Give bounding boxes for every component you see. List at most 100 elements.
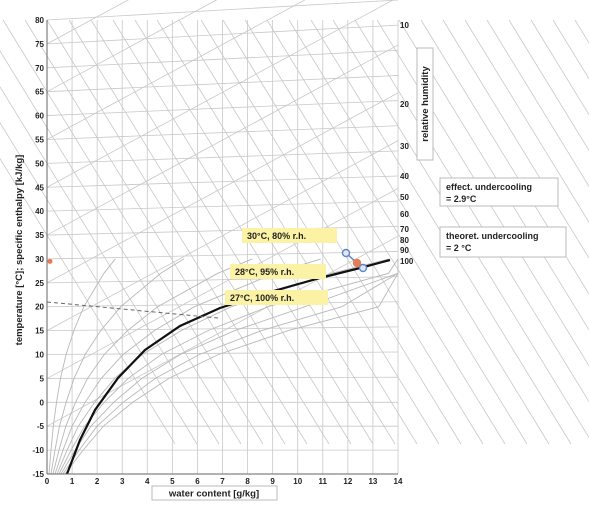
y-tick-label: 60: [35, 112, 44, 121]
x-tick-label: 14: [394, 477, 403, 486]
grid-isotherm-line: [46, 251, 399, 260]
rh-tick-label: 100: [400, 257, 414, 266]
x-tick-label: 4: [145, 477, 150, 486]
grid-diagonal-line: [46, 0, 129, 45]
point-label-2: 28°C, 95% r.h.: [230, 264, 326, 279]
svg-text:effect. undercooling: effect. undercooling: [446, 182, 532, 192]
x-tick-label: 3: [120, 477, 125, 486]
y-tick-label: -15: [32, 470, 44, 479]
grid-enthalpy-line: [574, 19, 589, 44]
rh-curve: [48, 258, 116, 475]
grid-enthalpy-line: [0, 86, 220, 445]
rh-tick-label: 20: [400, 100, 409, 109]
x-tick-label: 13: [368, 477, 377, 486]
x-tick-label: 7: [220, 477, 225, 486]
rh-curve: [56, 258, 390, 475]
x-tick-label: 12: [343, 477, 352, 486]
grid-diagonal-line: [46, 0, 306, 140]
y-tick-label: 30: [35, 255, 44, 264]
state-point: [341, 248, 351, 258]
rh-curve: [52, 258, 253, 475]
grid-enthalpy-line: [222, 19, 484, 445]
grid-isotherm-line: [46, 75, 399, 93]
y-tick-label: 50: [35, 159, 44, 168]
rh-curve: [64, 258, 399, 475]
grid-enthalpy-line: [24, 19, 286, 445]
x-tick-label: 2: [95, 477, 100, 486]
rh-curve: [58, 258, 399, 475]
svg-text:theoret. undercooling: theoret. undercooling: [446, 231, 539, 241]
effect-undercooling-note: effect. undercooling = 2.9°C: [439, 177, 559, 207]
grid-enthalpy-line: [46, 19, 308, 445]
grid-diagonal-line: [46, 0, 218, 93]
state-points: [341, 248, 368, 273]
theoret-undercooling-note: theoret. undercooling = 2 °C: [439, 226, 567, 258]
rh-curve: [50, 258, 185, 475]
rh-tick-label: 40: [400, 172, 409, 181]
y-tick-label: 25: [35, 279, 44, 288]
y-tick-label: 5: [40, 374, 45, 383]
rh-axis-title-box: [416, 47, 434, 161]
grid-diagonal-line: [46, 188, 399, 379]
grid-enthalpy-line: [266, 19, 528, 445]
grid-isotherm-line: [46, 175, 399, 188]
reference-dashed-line: [46, 301, 219, 319]
grid-enthalpy-line: [0, 157, 176, 445]
grid-enthalpy-line: [442, 19, 589, 259]
grid-enthalpy-line: [464, 19, 589, 223]
x-tick-label: 8: [245, 477, 250, 486]
point-label-3: 27°C, 100% r.h.: [225, 290, 328, 305]
svg-text:27°C, 100% r.h.: 27°C, 100% r.h.: [230, 293, 294, 303]
rh-tick-label: 30: [400, 142, 409, 151]
grid-isotherm-line: [46, 150, 399, 164]
grid-enthalpy-line: [530, 19, 589, 116]
x-axis-title-box: [151, 485, 278, 501]
rh-tick-label: 80: [400, 236, 409, 245]
grid-enthalpy-line: [68, 19, 330, 445]
grid-enthalpy-line: [0, 50, 242, 445]
svg-text:28°C, 95% r.h.: 28°C, 95% r.h.: [235, 267, 294, 277]
grid-enthalpy-line: [486, 19, 589, 188]
y-tick-label: 70: [35, 64, 44, 73]
x-axis-title: water content [g/kg]: [168, 489, 259, 500]
x-tick-label: 11: [319, 477, 328, 486]
rh-tick-label: 70: [400, 225, 409, 234]
rh-curve: [62, 258, 399, 475]
grid-isotherm-line: [46, 24, 399, 45]
rh-tick-label: 50: [400, 193, 409, 202]
chart-grid: [46, 0, 399, 475]
x-tick-label: 1: [70, 477, 75, 486]
x-tick-label: 6: [195, 477, 200, 486]
x-tick-label: 9: [270, 477, 275, 486]
grid-diagonal-line: [46, 92, 399, 284]
svg-text:= 2 °C: = 2 °C: [446, 243, 472, 253]
rh-tick-label: 60: [400, 210, 409, 219]
y-tick-label: 75: [35, 40, 44, 49]
grid-enthalpy-line: [90, 19, 352, 445]
grid-isotherm-line: [46, 225, 399, 236]
grid-diagonal-line: [46, 44, 399, 236]
rh-tick-label: 10: [400, 21, 409, 30]
state-point: [358, 263, 368, 273]
y-tick-label: 15: [35, 327, 44, 336]
y-tick-label: -5: [37, 422, 45, 431]
y-tick-label: -10: [32, 446, 44, 455]
y-axis-title: temperature [°C]; specific enthalpy [kJ/…: [14, 155, 25, 346]
saturation-curve: [65, 258, 391, 475]
y-tick-label: 40: [35, 207, 44, 216]
y-tick-label: 45: [35, 183, 44, 192]
grid-enthalpy-line: [2, 19, 264, 445]
x-tick-label: 0: [45, 477, 50, 486]
grid-isotherm-line: [46, 276, 399, 284]
grid-enthalpy-line: [0, 121, 198, 445]
y-tick-label: 65: [35, 88, 44, 97]
y-tick-label: 10: [35, 351, 44, 360]
svg-text:= 2.9°C: = 2.9°C: [446, 194, 477, 204]
grid-enthalpy-line: [508, 19, 589, 152]
left-temperature-marker: [47, 258, 53, 264]
rh-tick-label: 90: [400, 246, 409, 255]
grid-isotherm-line: [46, 200, 399, 212]
x-tick-labels: 0 1 2 3 4 5 6 7 8 9 10 11 12 13 14: [45, 477, 403, 486]
